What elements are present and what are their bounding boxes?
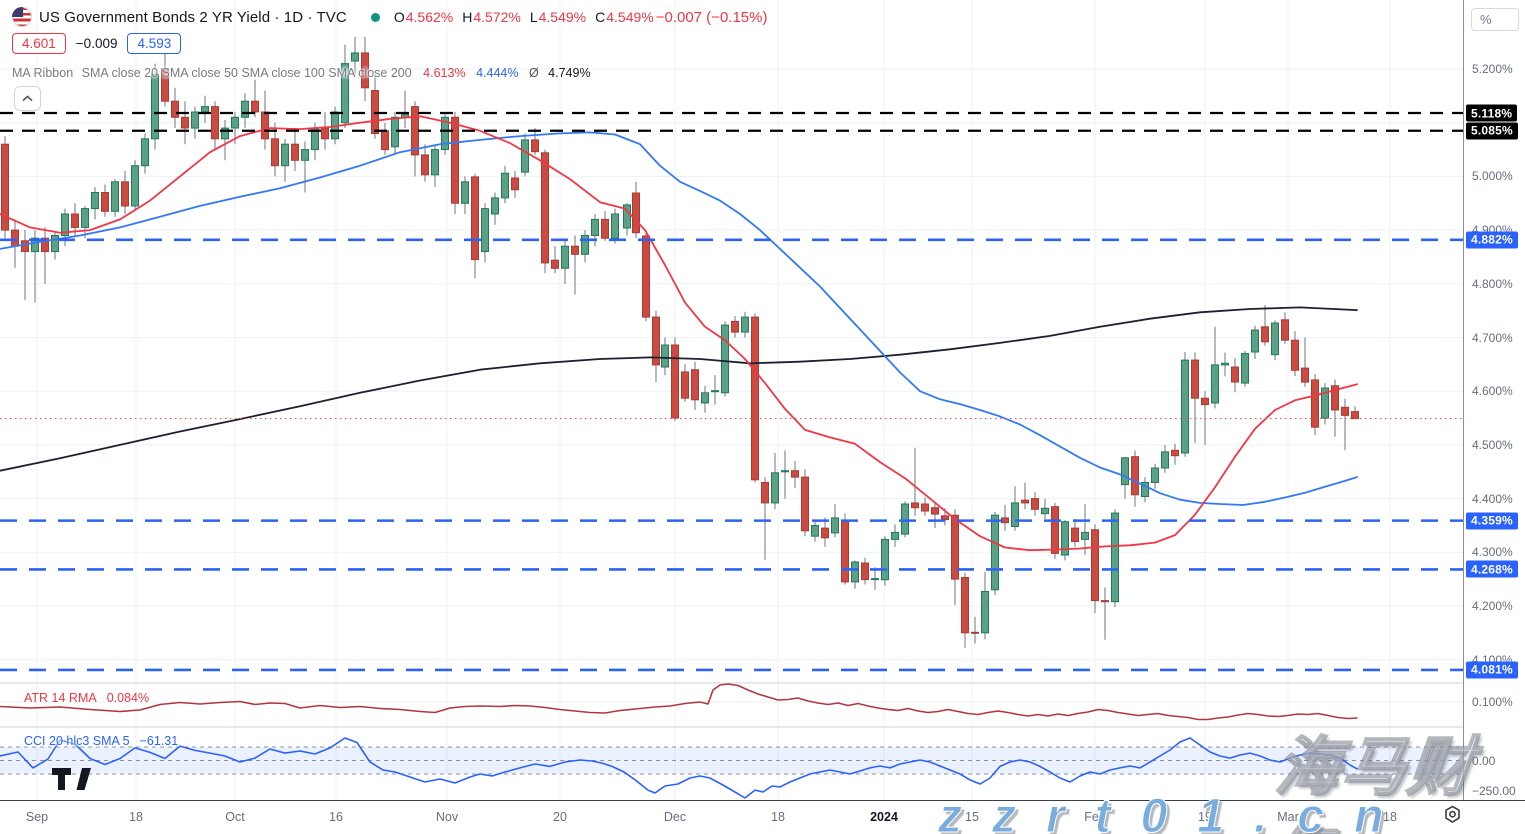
- price-axis-unit-button[interactable]: %: [1471, 8, 1519, 31]
- ohlc-values: O4.562% H4.572% L4.549% C4.549%: [394, 9, 654, 25]
- chevron-up-icon: [22, 95, 33, 102]
- time-tick: 18: [1383, 810, 1397, 824]
- price-tick: 5.000%: [1472, 169, 1513, 184]
- collapse-legend-button[interactable]: [14, 86, 41, 111]
- cci-axis-tick: −250.00: [1472, 784, 1516, 798]
- symbol-title[interactable]: US Government Bonds 2 YR Yield · 1D · TV…: [39, 8, 347, 26]
- price-level-badge: 5.085%: [1466, 122, 1518, 140]
- market-status-dot-icon: [370, 12, 380, 22]
- axis-settings-gear-icon[interactable]: [1443, 805, 1462, 824]
- tradingview-logo[interactable]: [52, 768, 92, 790]
- price-tick: 4.400%: [1472, 491, 1513, 506]
- time-tick: 2024: [870, 810, 898, 824]
- cci-indicator-legend[interactable]: CCI 20 hlc3 SMA 5 −61.31: [14, 734, 178, 748]
- time-tick: 19: [1198, 810, 1212, 824]
- time-tick: Mar: [1277, 810, 1299, 824]
- time-tick: 18: [129, 810, 143, 824]
- spread-value: −0.009: [75, 36, 118, 51]
- price-level-badge: 4.081%: [1466, 661, 1518, 679]
- time-axis[interactable]: Sep 18 Oct 16 Nov 20 Dec 18 2024 15 Feb 19 Mar 18: [0, 800, 1525, 834]
- atr-value: 0.084%: [106, 691, 150, 705]
- price-tick: 4.200%: [1472, 599, 1513, 613]
- ohlc-c: C4.549%: [595, 9, 654, 25]
- cci-value: −61.31: [139, 734, 179, 748]
- price-tick: 4.300%: [1472, 545, 1513, 560]
- chart-canvas[interactable]: [0, 0, 1463, 800]
- time-tick: 18: [771, 810, 785, 824]
- price-tick: 4.500%: [1472, 437, 1513, 452]
- atr-indicator-legend[interactable]: ATR 14 RMA 0.084%: [14, 691, 149, 705]
- time-tick: Sep: [25, 810, 49, 824]
- buy-price-button[interactable]: 4.593: [127, 33, 182, 54]
- cci-axis-tick: 0.00: [1472, 753, 1496, 768]
- price-chart: [0, 0, 1463, 800]
- atr-legend-label: ATR 14 RMA: [24, 691, 97, 705]
- change-value: −0.007 (−0.15%): [655, 8, 768, 26]
- symbol-header: US Government Bonds 2 YR Yield · 1D · TV…: [12, 7, 767, 27]
- sma50-value: 4.444%: [476, 66, 519, 80]
- price-level-badge: 4.359%: [1466, 512, 1518, 530]
- sma200-value: 4.749%: [548, 66, 591, 80]
- price-level-badge: 4.268%: [1466, 560, 1518, 578]
- ohlc-h: H4.572%: [462, 9, 521, 25]
- price-tick: 4.600%: [1472, 384, 1513, 399]
- price-tick: 5.200%: [1472, 62, 1513, 76]
- time-tick: Oct: [225, 810, 245, 824]
- ma-ribbon-name: MA Ribbon: [12, 66, 74, 80]
- price-level-badge: 4.882%: [1466, 231, 1518, 249]
- ma-ribbon-legend[interactable]: MA Ribbon SMA close 20 SMA close 50 SMA …: [12, 66, 591, 80]
- price-tick: 4.700%: [1472, 330, 1513, 345]
- price-axis[interactable]: % 5.200% 5.000% 4.900% 4.800% 4.700% 4.600% 4.…: [1463, 0, 1525, 800]
- time-tick: Dec: [663, 810, 687, 824]
- sma20-value: 4.613%: [423, 66, 466, 80]
- sell-price-button[interactable]: 4.601: [12, 33, 66, 54]
- time-tick: 15: [965, 810, 979, 824]
- price-level-badge: 5.118%: [1466, 104, 1518, 122]
- cci-legend-label: CCI 20 hlc3 SMA 5: [24, 734, 130, 748]
- time-tick: Feb: [1084, 810, 1106, 824]
- time-tick: Nov: [435, 810, 459, 824]
- atr-axis-tick: 0.100%: [1472, 695, 1513, 709]
- time-tick: 16: [329, 810, 343, 824]
- us-flag-icon: [12, 7, 32, 27]
- time-tick: 20: [553, 810, 567, 824]
- ohlc-l: L4.549%: [529, 9, 587, 25]
- ma-ribbon-settings: SMA close 20 SMA close 50 SMA close 100 …: [81, 66, 412, 80]
- sma100-value: Ø: [528, 66, 539, 80]
- bid-ask-row: 4.601 −0.009 4.593: [12, 33, 182, 54]
- price-tick: 4.800%: [1472, 276, 1513, 291]
- ohlc-o: O4.562%: [393, 9, 454, 25]
